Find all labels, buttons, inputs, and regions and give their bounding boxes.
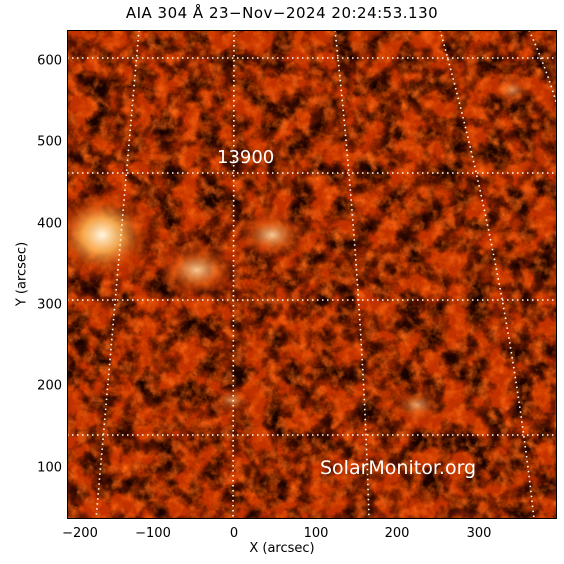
y-tick-label: 400 [37,216,62,232]
heliographic-grid [67,30,557,519]
grid-longitude-line [95,30,140,519]
y-tick-label: 100 [37,460,62,476]
plasma-layer-fine [67,30,557,519]
active-region-label: 13900 [217,147,275,168]
bright-filament [152,240,242,300]
x-tick-label: 200 [384,526,410,541]
bright-patch-southeast [389,387,445,423]
bright-patch-south [210,385,254,415]
plot-title: AIA 304 Å 23−Nov−2024 20:24:53.130 [125,4,439,22]
x-tick-label: 0 [229,526,239,541]
plot-frame [67,30,557,519]
x-tick-label: −200 [62,526,98,541]
bright-region-west [67,187,157,283]
solarmonitor-watermark: SolarMonitor.org [320,457,477,479]
solar-image [67,30,557,519]
y-tick-label: 300 [37,297,62,313]
x-axis-title: X (arcsec) [249,541,315,556]
y-tick-label: 600 [37,53,62,69]
y-tick-label: 500 [37,134,62,150]
y-tick-label: 200 [37,378,62,394]
x-tick-label: 300 [466,526,492,541]
active-region-13900 [234,209,310,261]
solar-image-panel [67,30,557,519]
y-axis-title: Y (arcsec) [14,241,30,307]
x-tick-label: −100 [135,526,171,541]
x-tick-label: 100 [303,526,329,541]
bright-patch-northeast [490,74,534,106]
